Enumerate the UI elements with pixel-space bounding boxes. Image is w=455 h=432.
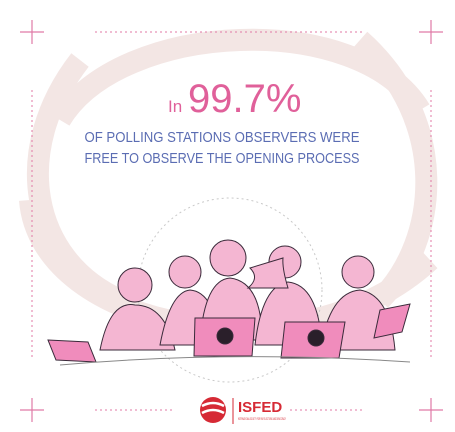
- dotted-frame: [31, 31, 432, 411]
- headline-prefix: In: [168, 97, 182, 116]
- headline-line: FREE TO OBSERVE THE OPENING PROCESS: [85, 150, 360, 167]
- logo-name: ISFED: [238, 399, 282, 416]
- headline-figure: 99.7%: [188, 77, 301, 121]
- crosshairs: [20, 20, 443, 422]
- logo-tagline: INTERNATIONAL SOCIETY FOR FAIR ELECTIONS…: [238, 417, 286, 421]
- logo: ISFED INTERNATIONAL SOCIETY FOR FAIR ELE…: [200, 397, 286, 424]
- headline-line: OF POLLING STATIONS OBSERVERS WERE: [85, 129, 360, 146]
- illustration: [47, 239, 411, 366]
